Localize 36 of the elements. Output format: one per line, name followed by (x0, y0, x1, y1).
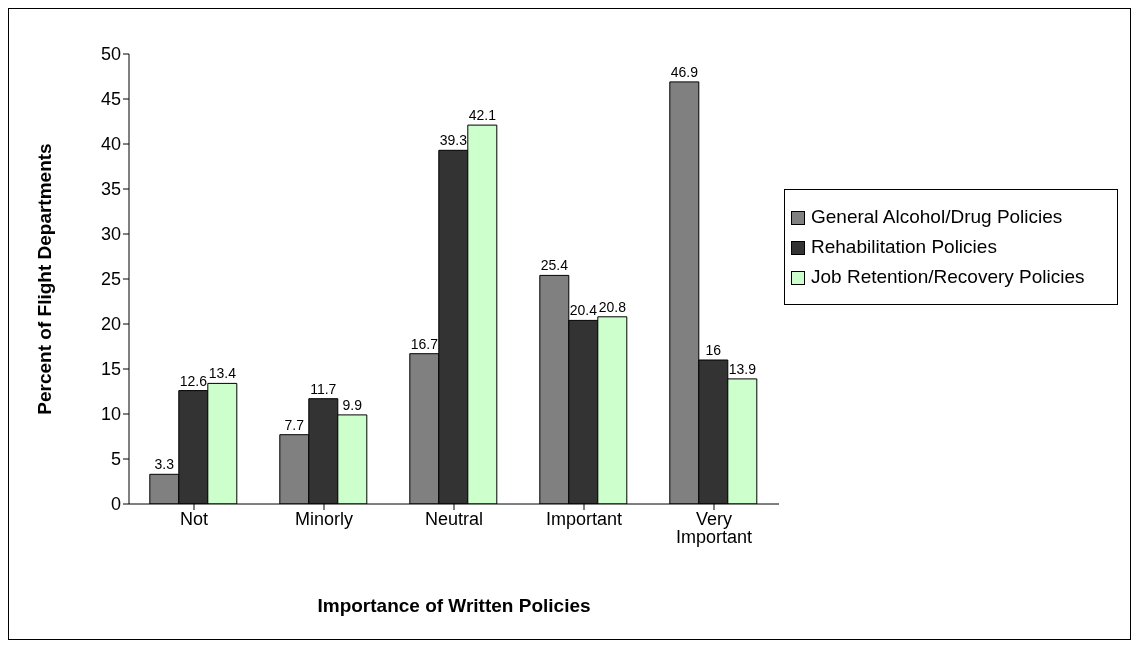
x-axis-title: Importance of Written Policies (317, 595, 591, 616)
data-label: 13.9 (728, 360, 757, 377)
data-label: 25.4 (540, 257, 569, 274)
y-tick-label: 35 (100, 179, 121, 200)
data-label: 42.1 (468, 107, 497, 124)
legend-label: General Alcohol/Drug Policies (811, 206, 1063, 228)
x-tick-label: Important (545, 508, 623, 529)
data-label: 7.7 (284, 416, 305, 433)
data-label: 16 (705, 342, 722, 358)
data-label: 12.6 (179, 372, 208, 389)
y-tick-label: 5 (110, 449, 121, 470)
data-label: 3.3 (154, 456, 175, 473)
y-tick-label: 30 (100, 224, 121, 245)
y-tick-label: 10 (100, 404, 121, 425)
data-label: 20.4 (569, 302, 598, 319)
legend-label: Job Retention/Recovery Policies (811, 266, 1085, 288)
y-tick-label: 50 (100, 44, 121, 65)
x-tick-label: Not (179, 508, 209, 529)
x-tick-label: Minorly (294, 508, 354, 529)
data-label: 9.9 (342, 396, 363, 413)
y-axis-title: Percent of Flight Departments (33, 143, 55, 415)
x-tick-label: Neutral (424, 508, 484, 529)
y-tick-label: 20 (100, 314, 121, 335)
data-label: 39.3 (439, 132, 468, 149)
data-label: 20.8 (598, 298, 627, 315)
data-label: 13.4 (208, 365, 237, 382)
y-tick-label: 0 (110, 494, 121, 515)
x-tick-label: Very Important (675, 508, 753, 547)
legend-label: Rehabilitation Policies (811, 236, 997, 258)
y-tick-label: 15 (100, 359, 121, 380)
data-label: 11.7 (310, 380, 337, 397)
y-tick-label: 40 (100, 134, 121, 155)
y-tick-label: 45 (100, 89, 121, 110)
y-tick-label: 25 (100, 269, 121, 290)
data-label: 16.7 (410, 335, 439, 352)
data-label: 46.9 (670, 63, 699, 80)
